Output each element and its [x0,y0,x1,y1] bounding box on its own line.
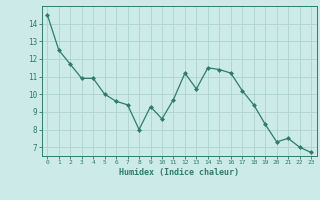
X-axis label: Humidex (Indice chaleur): Humidex (Indice chaleur) [119,168,239,177]
